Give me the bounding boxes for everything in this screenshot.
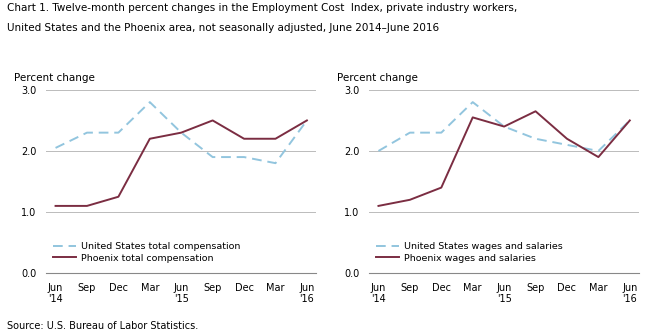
Phoenix wages and salaries <box>374 204 382 208</box>
Phoenix wages and salaries <box>406 198 414 202</box>
United States total compensation <box>177 131 185 135</box>
Phoenix total compensation <box>240 137 248 141</box>
Phoenix wages and salaries <box>469 116 476 120</box>
United States total compensation <box>146 100 154 104</box>
Text: United States and the Phoenix area, not seasonally adjusted, June 2014–June 2016: United States and the Phoenix area, not … <box>7 23 439 33</box>
Phoenix total compensation <box>272 137 279 141</box>
Phoenix total compensation <box>303 119 311 123</box>
Phoenix total compensation <box>209 119 217 123</box>
Phoenix total compensation <box>83 204 91 208</box>
United States total compensation <box>240 155 248 159</box>
Phoenix total compensation <box>115 195 123 199</box>
United States total compensation <box>209 155 217 159</box>
Phoenix wages and salaries <box>594 155 602 159</box>
United States wages and salaries <box>532 137 540 141</box>
United States total compensation <box>51 146 59 150</box>
Legend: United States total compensation, Phoenix total compensation: United States total compensation, Phoeni… <box>51 240 243 265</box>
United States wages and salaries <box>374 149 382 153</box>
Phoenix wages and salaries <box>563 137 571 141</box>
Text: Chart 1. Twelve-month percent changes in the Employment Cost  Index, private ind: Chart 1. Twelve-month percent changes in… <box>7 3 517 13</box>
Legend: United States wages and salaries, Phoenix wages and salaries: United States wages and salaries, Phoeni… <box>374 240 565 265</box>
Line: United States total compensation: United States total compensation <box>55 102 307 163</box>
Phoenix total compensation <box>51 204 59 208</box>
Line: United States wages and salaries: United States wages and salaries <box>378 102 630 151</box>
United States wages and salaries <box>500 125 508 129</box>
United States wages and salaries <box>594 149 602 153</box>
Text: Percent change: Percent change <box>337 73 418 83</box>
Line: Phoenix total compensation: Phoenix total compensation <box>55 121 307 206</box>
Phoenix wages and salaries <box>532 109 540 113</box>
United States total compensation <box>272 161 279 165</box>
United States total compensation <box>115 131 123 135</box>
United States total compensation <box>83 131 91 135</box>
Phoenix total compensation <box>146 137 154 141</box>
Text: Source: U.S. Bureau of Labor Statistics.: Source: U.S. Bureau of Labor Statistics. <box>7 321 198 331</box>
United States wages and salaries <box>406 131 414 135</box>
United States total compensation <box>303 119 311 123</box>
Text: Percent change: Percent change <box>14 73 95 83</box>
United States wages and salaries <box>626 119 634 123</box>
Phoenix wages and salaries <box>500 125 508 129</box>
Phoenix total compensation <box>177 131 185 135</box>
Phoenix wages and salaries <box>626 119 634 123</box>
Phoenix wages and salaries <box>438 185 445 189</box>
United States wages and salaries <box>469 100 476 104</box>
Line: Phoenix wages and salaries: Phoenix wages and salaries <box>378 111 630 206</box>
United States wages and salaries <box>563 143 571 147</box>
United States wages and salaries <box>438 131 445 135</box>
